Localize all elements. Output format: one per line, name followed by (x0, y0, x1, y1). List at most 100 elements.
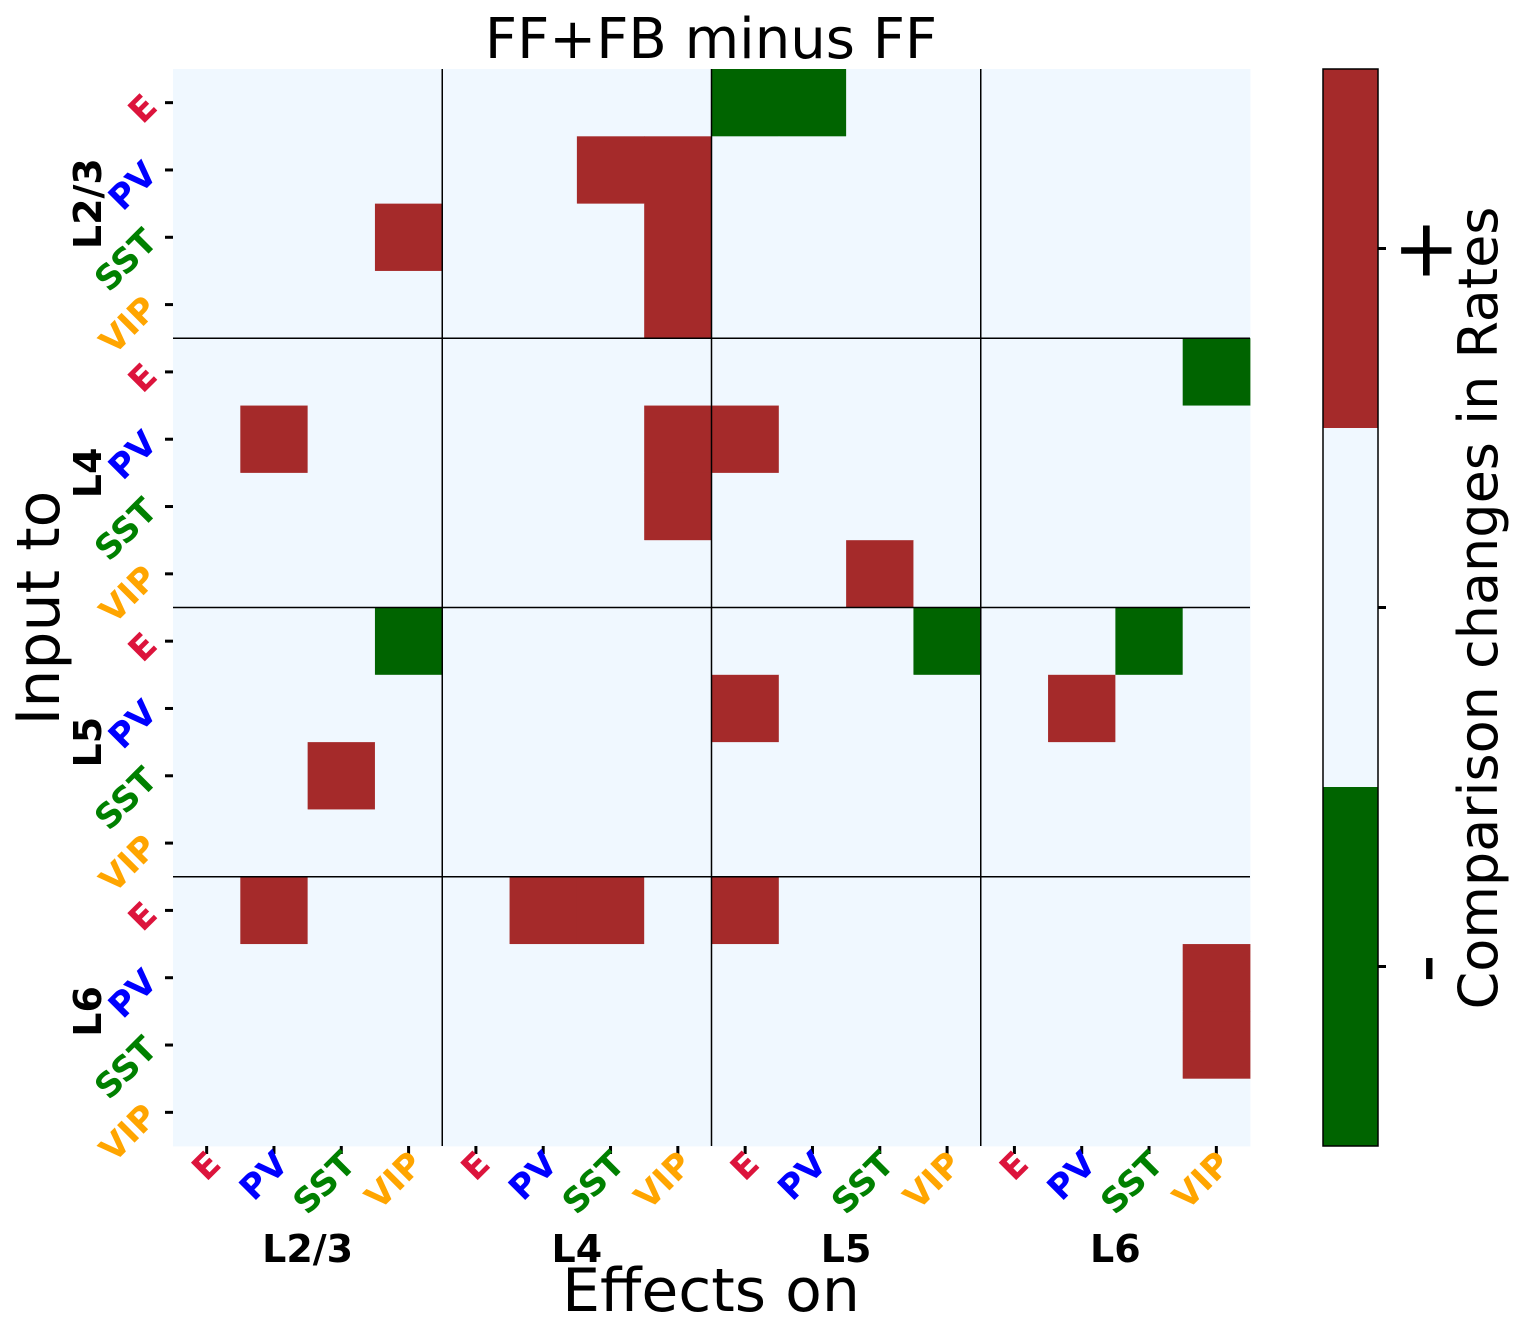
heatmap-cell (1182, 540, 1251, 608)
heatmap-cell (1048, 69, 1116, 137)
heatmap-cell (442, 203, 510, 272)
heatmap-cell (374, 472, 443, 541)
heatmap-cell (509, 742, 578, 810)
heatmap-cell (374, 136, 443, 205)
heatmap-cell (1115, 809, 1184, 878)
heatmap-cell (711, 203, 780, 272)
heatmap-cell (1115, 944, 1184, 1012)
y-tick-label: VIP (92, 1096, 165, 1169)
heatmap-cell (778, 876, 847, 945)
heatmap-cell (1115, 876, 1184, 945)
heatmap-cell (778, 203, 847, 272)
heatmap-cell (509, 338, 578, 406)
y-tick-label: E (121, 894, 166, 939)
heatmap-cell (644, 540, 712, 608)
heatmap-cell (913, 876, 982, 945)
heatmap-cell (576, 338, 645, 406)
x-tick-label: VIP (627, 1144, 700, 1217)
heatmap-cell (644, 607, 712, 676)
heatmap-cell (509, 472, 578, 541)
heatmap-cell (711, 876, 780, 945)
heatmap-cell (240, 338, 309, 406)
heatmap-cell (576, 944, 645, 1012)
heatmap-cell (509, 944, 578, 1012)
heatmap-cell (913, 540, 982, 608)
heatmap-cell (1182, 1011, 1251, 1080)
heatmap-cell (846, 69, 914, 137)
heatmap-cell (1115, 1011, 1184, 1080)
colorbar-tick-label: - (1378, 954, 1471, 983)
x-group-label: L5 (821, 1227, 872, 1271)
heatmap-cell (173, 742, 241, 810)
heatmap-cell (509, 540, 578, 608)
heatmap-cell (980, 203, 1049, 272)
heatmap-cell (1048, 203, 1116, 272)
heatmap-cell (307, 136, 376, 205)
heatmap-cell (576, 876, 645, 945)
heatmap-cell (173, 809, 241, 878)
heatmap-cell (307, 742, 376, 810)
heatmap-cell (1048, 540, 1116, 608)
heatmap-cell (509, 1011, 578, 1080)
heatmap-cell (778, 1078, 847, 1147)
y-tick-label: SST (87, 1029, 166, 1108)
heatmap-cell (778, 136, 847, 205)
heatmap-cell (644, 809, 712, 878)
heatmap-cell (913, 607, 982, 676)
heatmap-cell (173, 203, 241, 272)
heatmap-cell (442, 742, 510, 810)
heatmap-cell (509, 1078, 578, 1147)
colorbar: -+ (1322, 68, 1471, 1147)
heatmap-cell (644, 876, 712, 945)
heatmap-cell (913, 1011, 982, 1080)
heatmap-cell (240, 540, 309, 608)
heatmap-cell (644, 203, 712, 272)
heatmap-cell (1115, 742, 1184, 810)
heatmap-cell (1115, 270, 1184, 339)
heatmap-cell (1048, 405, 1116, 474)
heatmap-cell (240, 742, 309, 810)
heatmap-cell (644, 405, 712, 474)
heatmap-cell (1048, 136, 1116, 205)
heatmap-cell (173, 674, 241, 743)
heatmap-cell (711, 674, 780, 743)
heatmap-cell (1182, 742, 1251, 810)
heatmap-cell (1048, 1011, 1116, 1080)
heatmap-cell (374, 338, 443, 406)
heatmap-cell (442, 405, 510, 474)
y-tick-label: E (121, 87, 166, 132)
heatmap-cell (778, 338, 847, 406)
heatmap-cell (1048, 809, 1116, 878)
heatmap-cell (778, 944, 847, 1012)
heatmap-cell (374, 607, 443, 676)
heatmap-cell (307, 338, 376, 406)
heatmap-cell (1048, 674, 1116, 743)
heatmap-cell (1115, 69, 1184, 137)
heatmap-cell (644, 69, 712, 137)
heatmap-cell (778, 809, 847, 878)
heatmap-cell (509, 69, 578, 137)
heatmap-cell (240, 69, 309, 137)
x-tick-label: SST (824, 1144, 903, 1223)
heatmap-cell (711, 472, 780, 541)
heatmap-cell (1048, 607, 1116, 676)
heatmap-cell (173, 540, 241, 608)
heatmap-cell (846, 338, 914, 406)
heatmap-cell (240, 944, 309, 1012)
x-axis-label: Effects on (562, 1256, 860, 1326)
heatmap-cell (240, 472, 309, 541)
x-tick-label: E (184, 1144, 229, 1189)
heatmap-cell (374, 742, 443, 810)
heatmap-cell (240, 270, 309, 339)
y-tick-label: VIP (92, 827, 165, 900)
heatmap-cell (576, 203, 645, 272)
heatmap-cell (1115, 203, 1184, 272)
heatmap-cell (846, 607, 914, 676)
heatmap-cell (1048, 742, 1116, 810)
heatmap-cell (913, 338, 982, 406)
heatmap-cell (442, 136, 510, 205)
heatmap-cell (913, 136, 982, 205)
heatmap-cell (173, 876, 241, 945)
heatmap-cell (913, 944, 982, 1012)
